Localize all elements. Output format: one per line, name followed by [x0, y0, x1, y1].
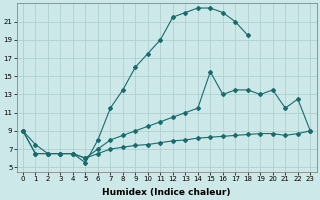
X-axis label: Humidex (Indice chaleur): Humidex (Indice chaleur): [102, 188, 231, 197]
